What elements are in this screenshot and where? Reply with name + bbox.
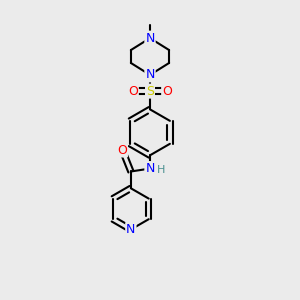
Text: O: O (162, 85, 172, 98)
Text: O: O (117, 143, 127, 157)
Text: N: N (145, 162, 155, 175)
Text: N: N (145, 68, 155, 81)
Text: N: N (126, 223, 136, 236)
Text: H: H (157, 165, 165, 175)
Text: O: O (128, 85, 138, 98)
Text: N: N (145, 32, 155, 45)
Text: S: S (146, 85, 154, 98)
